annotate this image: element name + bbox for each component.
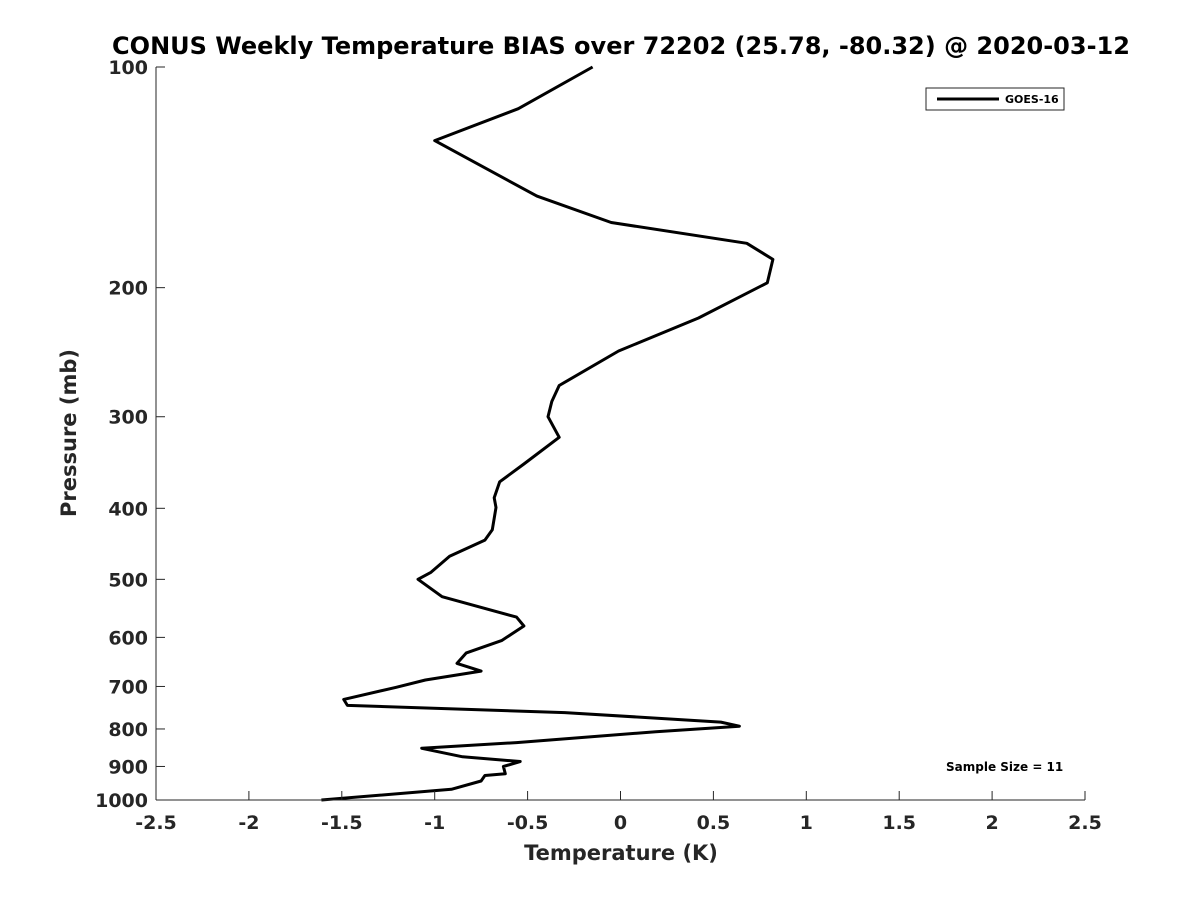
x-tick-label: 2 <box>985 812 998 834</box>
x-ticks: -2.5 -2 -1.5 -1 -0.5 0 0.5 1 1.5 2 2.5 <box>135 791 1102 834</box>
y-tick-label: 800 <box>108 719 148 741</box>
x-tick-label: 2.5 <box>1068 812 1102 834</box>
y-tick-label: 600 <box>108 627 148 649</box>
x-axis-label: Temperature (K) <box>524 841 718 865</box>
y-tick-label: 200 <box>108 278 148 300</box>
y-tick-label: 1000 <box>95 790 148 812</box>
y-tick-label: 100 <box>108 57 148 79</box>
chart-title: CONUS Weekly Temperature BIAS over 72202… <box>112 32 1130 60</box>
x-tick-label: 1.5 <box>882 812 916 834</box>
y-tick-label: 500 <box>108 569 148 591</box>
x-tick-label: -1.5 <box>321 812 363 834</box>
x-tick-label: -0.5 <box>507 812 549 834</box>
plot-background <box>156 67 1085 800</box>
legend: GOES-16 <box>925 87 1065 111</box>
legend-label: GOES-16 <box>1005 93 1059 106</box>
x-tick-label: -2.5 <box>135 812 177 834</box>
y-tick-label: 900 <box>108 756 148 778</box>
series-layer <box>321 65 775 802</box>
x-tick-label: 0 <box>614 812 627 834</box>
series-line-goes-16 <box>321 65 775 802</box>
x-tick-label: -1 <box>424 812 445 834</box>
y-axis-label: Pressure (mb) <box>57 349 81 517</box>
y-tick-label: 300 <box>108 407 148 429</box>
x-tick-label: -2 <box>238 812 259 834</box>
x-tick-label: 0.5 <box>697 812 731 834</box>
y-ticks: 100 200 300 400 500 600 700 800 900 1000 <box>95 57 165 812</box>
x-tick-label: 1 <box>800 812 813 834</box>
y-tick-label: 400 <box>108 498 148 520</box>
plot-area: -2.5 -2 -1.5 -1 -0.5 0 0.5 1 1.5 2 2.5 100 200 300 40… <box>95 57 1102 834</box>
sample-size-annotation: Sample Size = 11 <box>946 760 1063 774</box>
y-tick-label: 700 <box>108 676 148 698</box>
